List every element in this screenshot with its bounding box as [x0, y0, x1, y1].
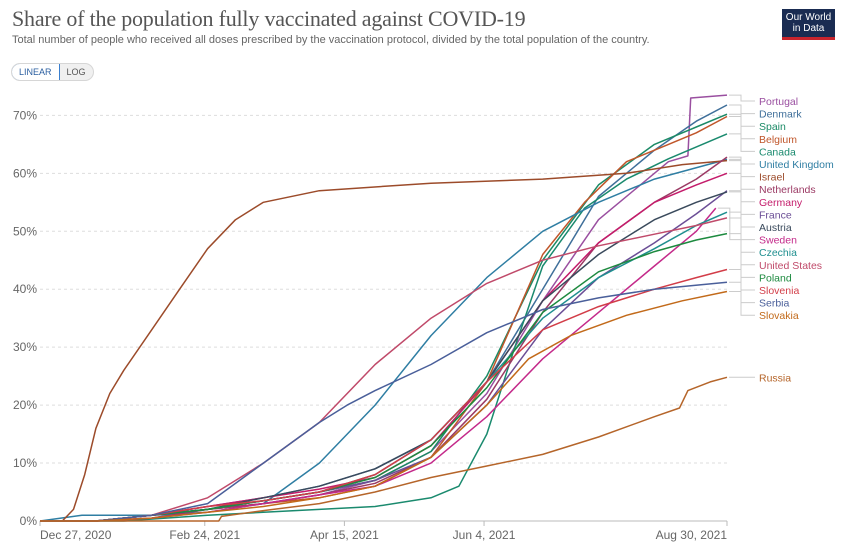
series-line-united-kingdom[interactable]: [39, 158, 728, 522]
label-connector: [729, 291, 755, 316]
series-line-united-states[interactable]: [40, 217, 728, 522]
series-line-czechia[interactable]: [40, 211, 728, 522]
x-tick-label: Dec 27, 2020: [40, 528, 112, 542]
label-connector: [729, 191, 755, 228]
series-label-belgium[interactable]: Belgium: [759, 134, 797, 146]
chart-title: Share of the population fully vaccinated…: [12, 6, 526, 31]
series-label-czechia[interactable]: Czechia: [759, 247, 797, 259]
gridlines: [40, 114, 727, 464]
logo-line-1: Our World: [785, 12, 832, 23]
label-connector: [729, 104, 755, 115]
series-label-russia[interactable]: Russia: [759, 372, 791, 384]
y-tick-label: 20%: [13, 398, 37, 412]
series-label-sweden[interactable]: Sweden: [759, 235, 797, 247]
y-tick-label: 70%: [13, 108, 37, 122]
series-line-canada[interactable]: [40, 133, 728, 522]
series-label-united-kingdom[interactable]: United Kingdom: [759, 159, 834, 171]
label-connector: [729, 217, 755, 266]
series-line-russia[interactable]: [40, 376, 728, 522]
x-tick-label: Feb 24, 2021: [169, 528, 240, 542]
logo-line-2: in Data: [792, 23, 825, 34]
series-label-germany[interactable]: Germany: [759, 197, 803, 209]
series-line-slovakia[interactable]: [40, 290, 728, 522]
series-line-denmark[interactable]: [40, 104, 728, 522]
series-label-slovakia[interactable]: Slovakia: [759, 310, 799, 322]
y-tick-label: 40%: [13, 282, 37, 296]
y-tick-label: 50%: [13, 224, 37, 238]
label-connector: [729, 160, 755, 178]
series-label-canada[interactable]: Canada: [759, 146, 796, 158]
label-connector: [717, 207, 755, 241]
y-tick-label: 10%: [13, 456, 37, 470]
label-connector: [729, 133, 755, 152]
label-connector: [729, 94, 755, 102]
series-label-israel[interactable]: Israel: [759, 172, 785, 184]
label-connector: [729, 281, 755, 304]
label-connector: [729, 172, 755, 203]
x-tick-label: Aug 30, 2021: [656, 528, 728, 542]
series-line-sweden[interactable]: [40, 207, 717, 522]
label-connector: [729, 233, 755, 278]
x-axis: Dec 27, 2020 Feb 24, 2021 Apr 15, 2021 Jun …: [39, 520, 728, 542]
series-line-serbia[interactable]: [40, 281, 728, 522]
owid-logo[interactable]: Our World in Data: [782, 9, 835, 40]
series-label-france[interactable]: France: [759, 209, 792, 221]
series-lines: [39, 94, 728, 522]
chart-subtitle: Total number of people who received all …: [12, 34, 650, 46]
series-labels: PortugalDenmarkSpainBelgiumCanadaUnited …: [717, 94, 834, 384]
log-scale-button[interactable]: LOG: [66, 67, 86, 77]
label-connector: [729, 190, 755, 215]
series-line-netherlands[interactable]: [40, 156, 728, 522]
y-axis: 0% 10% 20% 30% 40% 50% 60% 70%: [13, 108, 37, 528]
label-connector: [729, 116, 755, 140]
series-label-poland[interactable]: Poland: [759, 272, 792, 284]
linear-scale-button[interactable]: LINEAR: [11, 64, 60, 80]
series-line-israel[interactable]: [40, 159, 728, 522]
series-label-serbia[interactable]: Serbia: [759, 298, 790, 310]
series-line-belgium[interactable]: [40, 115, 728, 522]
series-label-denmark[interactable]: Denmark: [759, 109, 802, 121]
series-line-portugal[interactable]: [40, 94, 728, 522]
x-tick-label: Jun 4, 2021: [453, 528, 516, 542]
series-line-poland[interactable]: [40, 232, 728, 522]
label-connector: [729, 269, 755, 291]
series-label-austria[interactable]: Austria: [759, 222, 792, 234]
x-tick-label: Apr 15, 2021: [310, 528, 379, 542]
series-label-slovenia[interactable]: Slovenia: [759, 285, 799, 297]
series-label-spain[interactable]: Spain: [759, 121, 786, 133]
y-tick-label: 30%: [13, 340, 37, 354]
scale-toggle: LINEAR LOG: [11, 63, 94, 81]
series-label-united-states[interactable]: United States: [759, 260, 822, 272]
y-tick-label: 0%: [20, 514, 38, 528]
series-label-portugal[interactable]: Portugal: [759, 96, 798, 108]
series-label-netherlands[interactable]: Netherlands: [759, 184, 816, 196]
label-connector: [729, 113, 755, 127]
y-tick-label: 60%: [13, 166, 37, 180]
